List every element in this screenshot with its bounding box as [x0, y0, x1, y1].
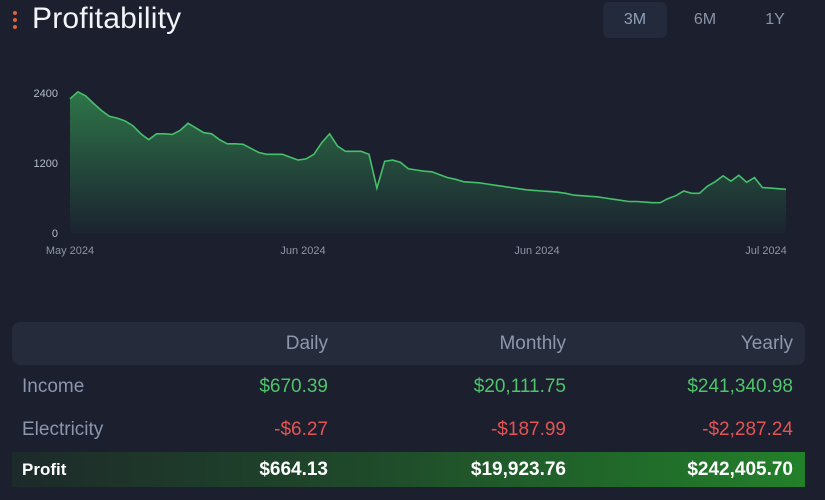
income-daily-value: $670.39: [259, 375, 328, 397]
column-header-yearly: Yearly: [740, 332, 793, 354]
profit-chart: 2400 1200 0 May 2024 Jun 2024 Jun 2024 Jul 20…: [0, 60, 825, 270]
column-header-daily: Daily: [285, 332, 328, 354]
electricity-daily-value: -$6.27: [274, 418, 328, 440]
table-row-income: Income $670.39 $20,111.75 $241,340.98: [12, 365, 805, 408]
y-tick-label: 0: [52, 228, 58, 240]
x-tick-label: May 2024: [46, 245, 94, 257]
table-row-electricity: Electricity -$6.27 -$187.99 -$2,287.24: [12, 408, 805, 451]
income-monthly-value: $20,111.75: [473, 375, 566, 397]
chart-line: [69, 90, 787, 204]
row-label: Income: [22, 375, 85, 397]
x-tick-label: Jun 2024: [280, 245, 325, 257]
profit-table: Daily Monthly Yearly Income $670.39 $20,…: [12, 322, 805, 487]
income-yearly-value: $241,340.98: [687, 375, 793, 397]
range-selector: 3M 6M 1Y: [603, 2, 807, 38]
row-label: Electricity: [22, 418, 104, 440]
range-6m-button[interactable]: 6M: [693, 11, 717, 28]
profit-daily-value: $664.13: [259, 458, 328, 480]
profit-yearly-value: $242,405.70: [687, 458, 793, 480]
page-title: Profitability: [32, 2, 182, 35]
row-label: Profit: [22, 459, 67, 479]
profit-monthly-value: $19,923.76: [470, 458, 566, 480]
table-header: Daily Monthly Yearly: [12, 322, 805, 365]
chart-area: [70, 91, 786, 233]
header: Profitability 3M 6M 1Y: [0, 0, 825, 40]
x-tick-label: Jul 2024: [745, 245, 787, 257]
table-row-profit: Profit $664.13 $19,923.76 $242,405.70: [12, 452, 805, 487]
x-tick-label: Jun 2024: [514, 245, 559, 257]
electricity-monthly-value: -$187.99: [490, 418, 566, 440]
range-1y-button[interactable]: 1Y: [765, 11, 785, 28]
y-tick-label: 2400: [34, 88, 58, 100]
range-3m-button[interactable]: 3M: [603, 2, 667, 38]
profit-chart-svg: 2400 1200 0 May 2024 Jun 2024 Jun 2024 Jul 20…: [34, 88, 787, 257]
y-tick-label: 1200: [34, 158, 58, 170]
menu-dots-icon[interactable]: [12, 11, 18, 31]
column-header-monthly: Monthly: [499, 332, 566, 354]
electricity-yearly-value: -$2,287.24: [702, 418, 793, 440]
